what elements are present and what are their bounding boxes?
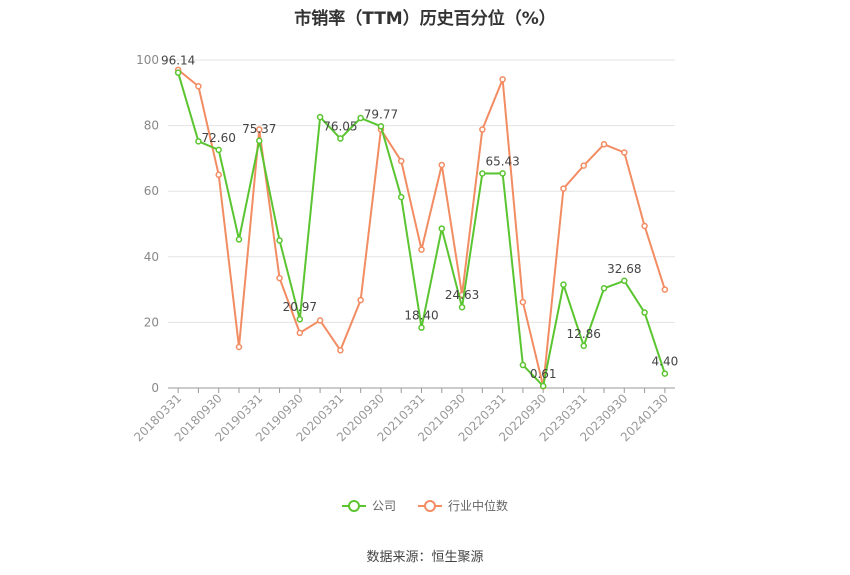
data-label: 75.37: [242, 122, 276, 136]
data-point-company: [539, 382, 547, 390]
data-point-industry-median: [418, 246, 425, 253]
data-point-company: [621, 277, 628, 285]
data-point-company: [215, 146, 222, 154]
data-point-industry-median: [661, 286, 669, 293]
data-point-industry-median: [235, 343, 243, 351]
data-point-industry-median: [580, 162, 587, 169]
data-point-company: [276, 237, 283, 244]
data-point-industry-median: [215, 171, 222, 179]
data-label: 76.05: [323, 120, 357, 134]
data-label: 96.14: [161, 54, 195, 68]
data-point-industry-median: [397, 157, 405, 165]
data-point-company: [397, 193, 405, 201]
legend-marker-industry-median: [418, 499, 442, 513]
legend-label-company: 公司: [371, 499, 396, 513]
data-label: 72.60: [202, 131, 236, 145]
data-point-industry-median: [479, 126, 486, 133]
data-label: 20.97: [283, 300, 317, 314]
data-point-industry-median: [337, 347, 344, 354]
data-point-company: [316, 113, 324, 121]
y-tick-label: 60: [144, 184, 159, 198]
data-point-industry-median: [641, 222, 648, 230]
data-point-industry-median: [499, 76, 506, 83]
line-chart: 0204060801002018033120180930201903312019…: [131, 53, 679, 444]
data-point-company: [337, 135, 344, 142]
data-label: 79.77: [364, 107, 398, 121]
data-point-company: [418, 324, 425, 331]
data-point-company: [377, 123, 385, 130]
data-point-company: [256, 137, 263, 145]
chart-title: 市销率（TTM）历史百分位（%）: [294, 9, 556, 29]
data-label: 65.43: [485, 154, 519, 168]
data-point-company: [438, 225, 446, 232]
data-label: 32.68: [607, 262, 641, 276]
legend-marker-company: [341, 499, 366, 513]
y-tick-label: 80: [144, 119, 159, 133]
data-point-company: [458, 303, 466, 311]
data-point-company: [560, 281, 567, 288]
data-point-company: [580, 342, 587, 350]
data-point-industry-median: [560, 185, 567, 192]
y-tick-label: 20: [144, 315, 159, 329]
legend-item-company[interactable]: 公司: [341, 497, 396, 514]
data-point-industry-median: [621, 149, 628, 156]
data-point-industry-median: [357, 296, 364, 304]
data-point-industry-median: [600, 141, 608, 148]
data-point-industry-median: [296, 329, 304, 337]
legend-item-industry-median[interactable]: 行业中位数: [418, 497, 508, 514]
legend-label-industry-median: 行业中位数: [448, 499, 509, 513]
legend: 公司 行业中位数: [0, 497, 850, 514]
data-point-company: [641, 309, 648, 316]
y-tick-label: 0: [151, 381, 159, 395]
data-point-company: [296, 315, 304, 323]
data-point-industry-median: [438, 161, 446, 169]
y-tick-label: 40: [144, 250, 159, 264]
data-point-company: [195, 138, 202, 145]
data-point-company: [357, 114, 364, 122]
data-point-industry-median: [316, 317, 324, 324]
data-source: 数据来源：恒生聚源: [366, 550, 484, 565]
y-tick-label: 100: [136, 53, 159, 67]
data-label: 24.63: [445, 288, 479, 302]
data-point-company: [235, 236, 243, 243]
data-point-company: [174, 69, 182, 76]
data-label: 0.61: [530, 367, 557, 381]
data-label: 4.40: [652, 355, 679, 369]
data-point-company: [479, 170, 486, 177]
data-label: 18.40: [404, 309, 438, 323]
data-point-company: [661, 370, 669, 377]
data-point-industry-median: [276, 274, 283, 282]
data-label: 12.86: [567, 327, 601, 341]
data-point-industry-median: [256, 126, 263, 133]
data-point-company: [519, 361, 527, 369]
data-point-industry-median: [519, 298, 527, 306]
data-point-industry-median: [195, 82, 202, 90]
data-point-company: [499, 170, 506, 177]
data-point-company: [600, 285, 608, 292]
